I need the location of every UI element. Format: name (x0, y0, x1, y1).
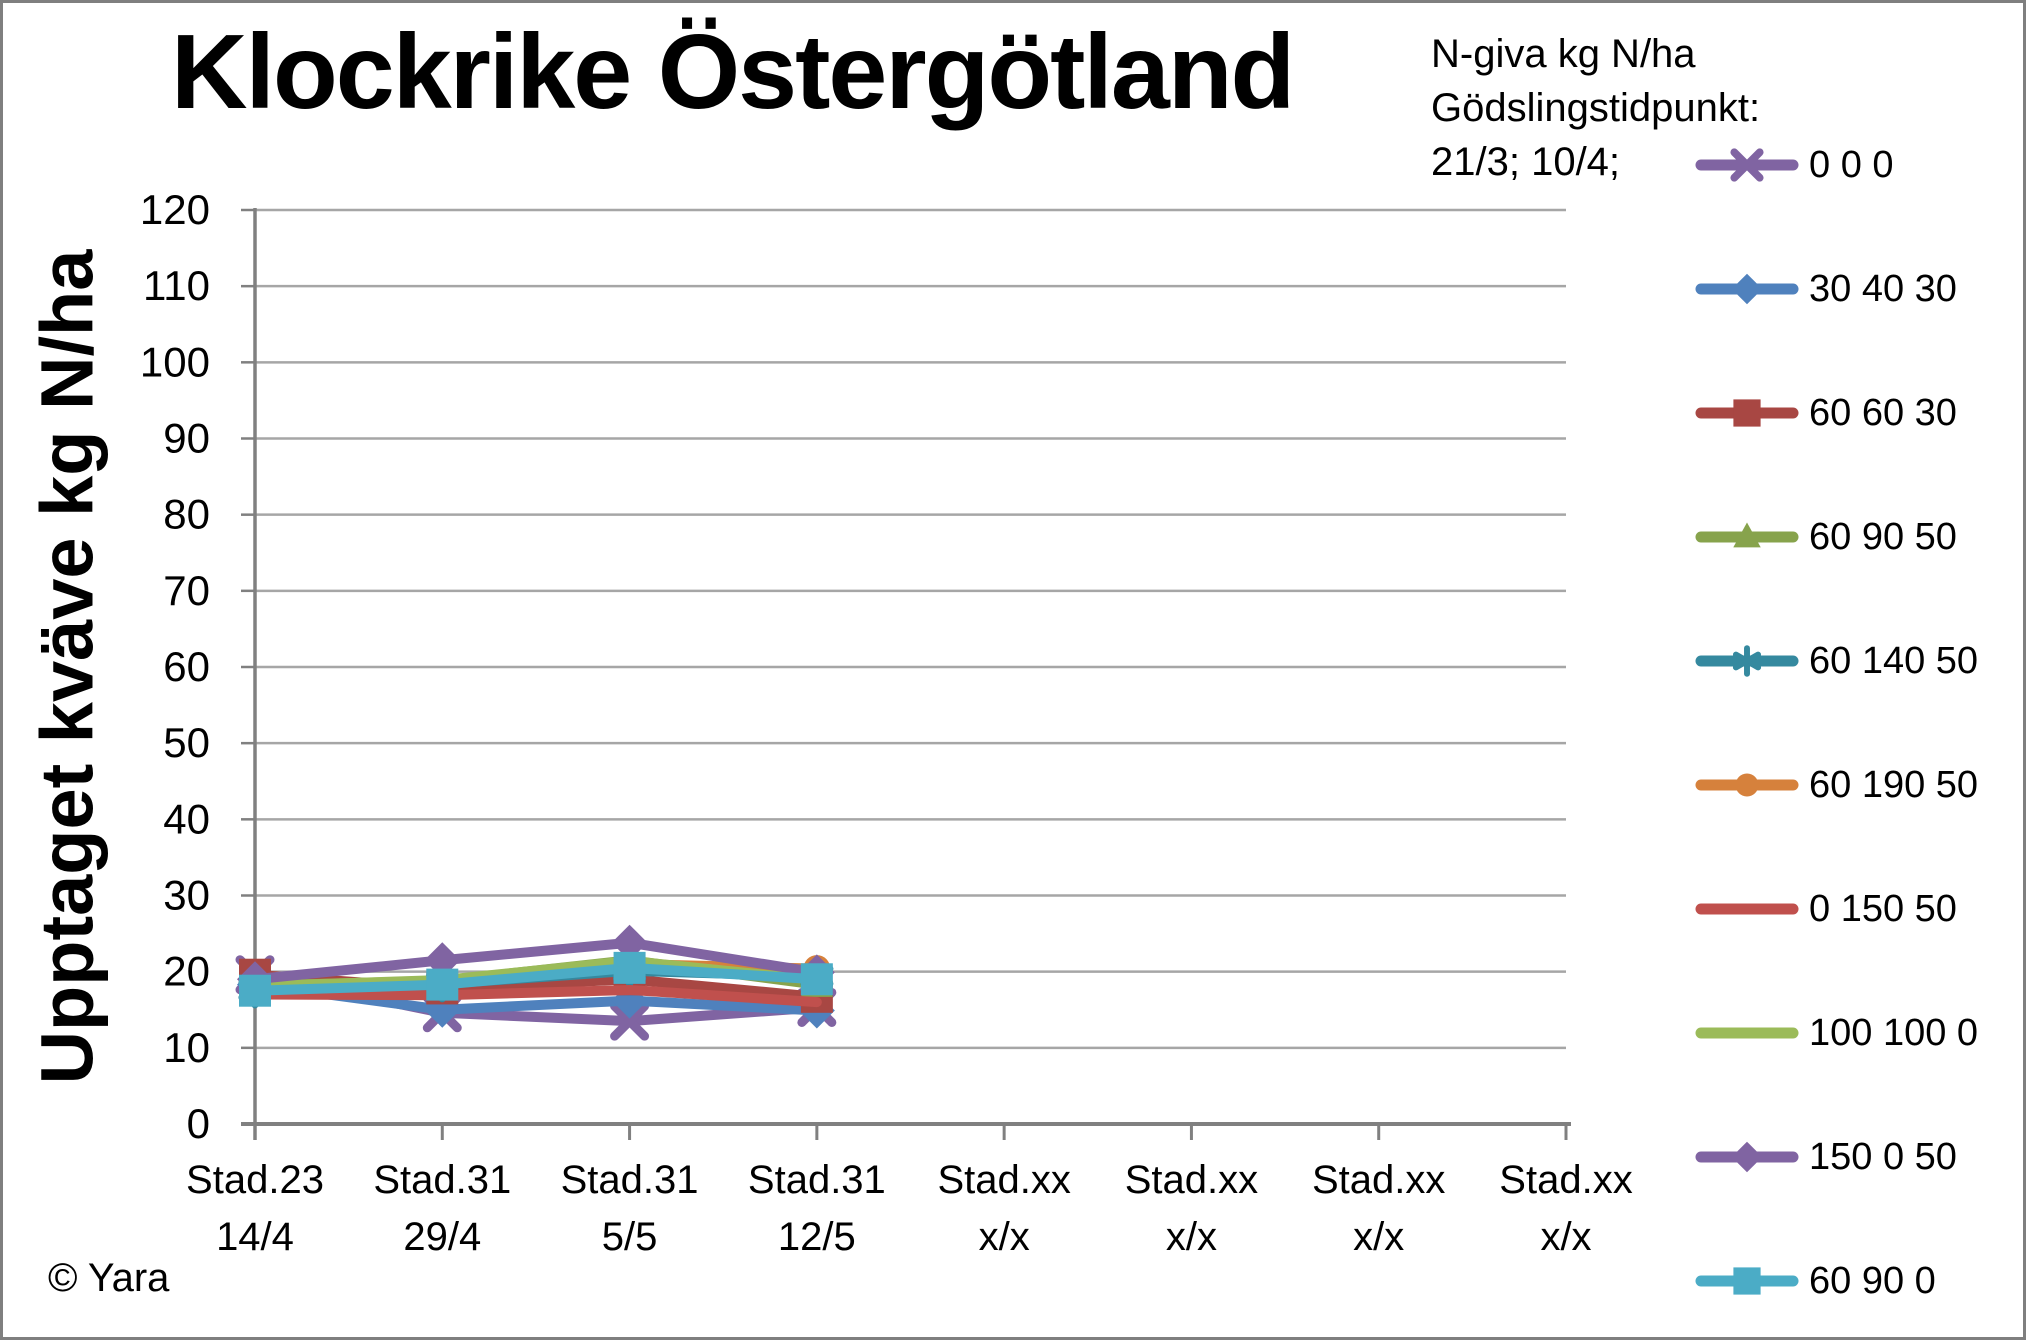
legend-item: 0 150 50 (1695, 887, 1957, 931)
marker-asterisk (1732, 651, 1762, 671)
y-tick-label: 120 (140, 186, 210, 233)
legend-item: 150 0 50 (1695, 1135, 1957, 1179)
y-tick-label: 110 (143, 262, 210, 309)
marker-x (1730, 148, 1764, 182)
x-tick-label-date: 12/5 (778, 1215, 856, 1259)
marker-diamond (1731, 273, 1763, 305)
y-tick-label: 90 (163, 415, 210, 462)
x-tick-label-date: 14/4 (216, 1215, 294, 1259)
y-tick-label: 30 (163, 872, 210, 919)
legend-marker-diamond-icon (1695, 1141, 1799, 1173)
x-tick-label-stage: Stad.xx (1499, 1158, 1632, 1202)
x-tick-label-stage: Stad.23 (186, 1158, 324, 1202)
legend-label: 60 60 30 (1809, 392, 1957, 434)
marker-square (1733, 1267, 1761, 1295)
y-tick-label: 10 (163, 1024, 210, 1071)
legend-label: 0 150 50 (1809, 888, 1957, 930)
series-line-60-90-0 (250, 962, 822, 996)
legend-label: 150 0 50 (1809, 1136, 1957, 1178)
y-tick-label: 100 (140, 338, 210, 385)
x-tick-label-date: x/x (1166, 1215, 1217, 1259)
legend-item: 60 190 50 (1695, 763, 1978, 807)
y-tick-label: 80 (163, 491, 210, 538)
line-chart-plot: 0 10 20 30 40 50 60 70 80 90 100 110 120 Stad.23 14/4 S… (140, 186, 1633, 1259)
legend-label: 100 100 0 (1809, 1012, 1979, 1054)
annotation-line-2: Gödslingstidpunkt: (1431, 86, 1761, 130)
legend-item: 60 60 30 (1695, 391, 1957, 435)
x-tick-label-date: x/x (1540, 1215, 1591, 1259)
marker-x (610, 1001, 650, 1041)
legend-marker-square-icon (1695, 1267, 1799, 1295)
legend-marker-square-icon (1695, 399, 1799, 427)
y-tick-label: 50 (163, 719, 210, 766)
marker-square (613, 951, 646, 984)
copyright-label: © Yara (48, 1256, 170, 1300)
x-tick-label-stage: Stad.xx (937, 1158, 1070, 1202)
y-tick-label: 70 (163, 567, 210, 614)
marker-triangle (1733, 522, 1761, 548)
legend-label: 30 40 30 (1809, 268, 1957, 310)
legend-label: 60 190 50 (1809, 764, 1979, 806)
legend-label: 60 140 50 (1809, 640, 1979, 682)
marker-circle (1735, 773, 1759, 797)
x-tick-label-date: x/x (979, 1215, 1030, 1259)
y-tick-label: 0 (187, 1100, 210, 1147)
legend-item: 60 90 50 (1695, 515, 1957, 559)
chart-title: Klockrike Östergötland (171, 13, 1295, 131)
marker-diamond (1731, 1141, 1763, 1173)
marker-square (800, 963, 833, 996)
legend-item: 60 90 0 (1695, 1259, 1936, 1303)
annotation-line-1: N-giva kg N/ha (1431, 32, 1696, 76)
series-line-150-0-50 (250, 937, 822, 985)
legend-marker-line-icon (1695, 1027, 1799, 1039)
annotation-line-3: 21/3; 10/4; (1431, 140, 1621, 184)
x-tick-label-stage: Stad.31 (561, 1158, 699, 1202)
legend-marker-asterisk-icon (1695, 645, 1799, 677)
marker-square (426, 968, 459, 1001)
y-axis-title: Upptaget kväve kg N/ha (25, 249, 109, 1085)
marker-diamond (611, 924, 648, 961)
legend-marker-triangle-icon (1695, 522, 1799, 548)
legend-marker-x-icon (1695, 148, 1799, 182)
marker-square (1733, 399, 1761, 427)
x-tick-label-date: 29/4 (403, 1215, 481, 1259)
series-line-0-150-50 (250, 984, 822, 1008)
legend-item: 0 0 0 (1695, 143, 1894, 187)
x-tick-label-date: 5/5 (602, 1215, 658, 1259)
x-tick-label-stage: Stad.xx (1125, 1158, 1258, 1202)
legend-marker-line-icon (1695, 903, 1799, 915)
legend-marker-diamond-icon (1695, 273, 1799, 305)
legend-label: 60 90 50 (1809, 516, 1957, 558)
x-tick-label-stage: Stad.xx (1312, 1158, 1445, 1202)
y-tick-label: 40 (163, 795, 210, 842)
x-tick-label-stage: Stad.31 (373, 1158, 511, 1202)
y-tick-label: 20 (163, 948, 210, 995)
x-tick-label-date: x/x (1353, 1215, 1404, 1259)
legend-item: 60 140 50 (1695, 639, 1978, 683)
legend-item: 100 100 0 (1695, 1011, 1978, 1055)
legend-marker-circle-icon (1695, 773, 1799, 797)
marker-square (239, 974, 271, 1007)
legend-label: 60 90 0 (1809, 1260, 1936, 1302)
y-tick-label: 60 (163, 643, 210, 690)
x-tick-label-stage: Stad.31 (748, 1158, 886, 1202)
legend-title-annotation: N-giva kg N/ha Gödslingstidpunkt: 21/3; … (1431, 27, 1760, 189)
legend-item: 30 40 30 (1695, 267, 1957, 311)
legend-label: 0 0 0 (1809, 144, 1894, 186)
